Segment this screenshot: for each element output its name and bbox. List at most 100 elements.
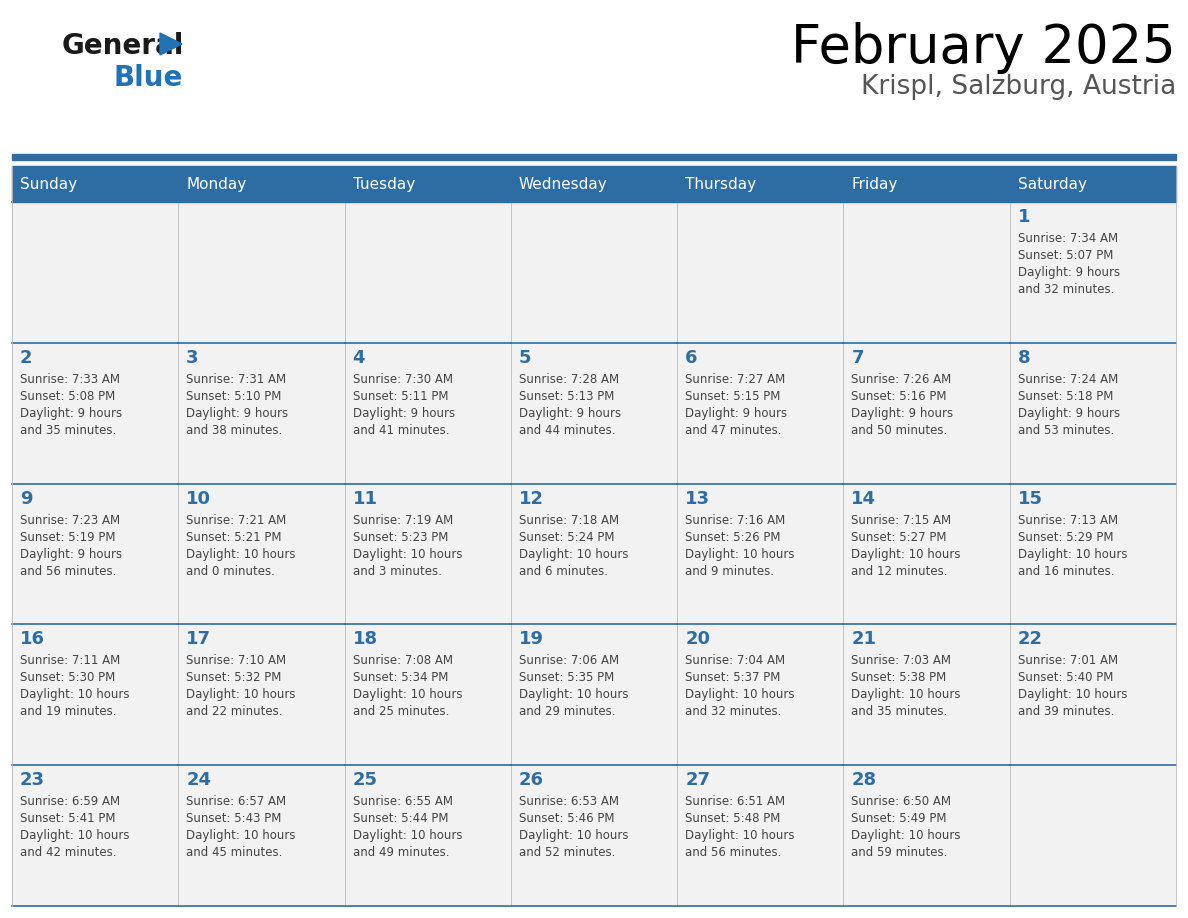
Bar: [843, 624, 1010, 766]
Text: Sunset: 5:13 PM: Sunset: 5:13 PM: [519, 390, 614, 403]
Text: and 12 minutes.: and 12 minutes.: [852, 565, 948, 577]
Bar: [843, 166, 1010, 202]
Bar: [12, 166, 178, 202]
Bar: [677, 484, 843, 624]
Text: and 47 minutes.: and 47 minutes.: [685, 424, 782, 437]
Text: Daylight: 10 hours: Daylight: 10 hours: [187, 829, 296, 842]
Text: 8: 8: [1018, 349, 1030, 367]
Text: Sunrise: 7:19 AM: Sunrise: 7:19 AM: [353, 513, 453, 527]
Text: Daylight: 10 hours: Daylight: 10 hours: [20, 829, 129, 842]
Bar: [511, 202, 677, 342]
Bar: [345, 484, 511, 624]
Text: Sunrise: 7:11 AM: Sunrise: 7:11 AM: [20, 655, 120, 667]
Text: Sunrise: 6:51 AM: Sunrise: 6:51 AM: [685, 795, 785, 808]
Text: 4: 4: [353, 349, 365, 367]
Text: Daylight: 9 hours: Daylight: 9 hours: [1018, 407, 1120, 420]
Text: Daylight: 10 hours: Daylight: 10 hours: [852, 548, 961, 561]
Polygon shape: [160, 33, 182, 55]
Text: Sunrise: 7:13 AM: Sunrise: 7:13 AM: [1018, 513, 1118, 527]
Text: Thursday: Thursday: [685, 176, 757, 192]
Text: and 45 minutes.: and 45 minutes.: [187, 846, 283, 859]
Text: Sunset: 5:21 PM: Sunset: 5:21 PM: [187, 531, 282, 543]
Text: and 42 minutes.: and 42 minutes.: [20, 846, 116, 859]
Bar: [677, 202, 843, 342]
Text: Sunrise: 7:24 AM: Sunrise: 7:24 AM: [1018, 373, 1118, 386]
Text: and 9 minutes.: and 9 minutes.: [685, 565, 775, 577]
Text: Sunrise: 7:03 AM: Sunrise: 7:03 AM: [852, 655, 952, 667]
Bar: [12, 154, 1176, 160]
Text: and 49 minutes.: and 49 minutes.: [353, 846, 449, 859]
Text: Daylight: 9 hours: Daylight: 9 hours: [20, 407, 122, 420]
Text: Daylight: 10 hours: Daylight: 10 hours: [519, 548, 628, 561]
Text: Daylight: 9 hours: Daylight: 9 hours: [852, 407, 954, 420]
Text: Sunset: 5:46 PM: Sunset: 5:46 PM: [519, 812, 614, 825]
Bar: [843, 484, 1010, 624]
Bar: [511, 624, 677, 766]
Text: and 52 minutes.: and 52 minutes.: [519, 846, 615, 859]
Bar: [843, 342, 1010, 484]
Text: and 25 minutes.: and 25 minutes.: [353, 705, 449, 719]
Text: Sunrise: 7:16 AM: Sunrise: 7:16 AM: [685, 513, 785, 527]
Text: 14: 14: [852, 489, 877, 508]
Text: Sunrise: 7:10 AM: Sunrise: 7:10 AM: [187, 655, 286, 667]
Text: Sunrise: 7:18 AM: Sunrise: 7:18 AM: [519, 513, 619, 527]
Text: 11: 11: [353, 489, 378, 508]
Text: Sunrise: 7:27 AM: Sunrise: 7:27 AM: [685, 373, 785, 386]
Text: Daylight: 10 hours: Daylight: 10 hours: [187, 548, 296, 561]
Bar: [1010, 624, 1176, 766]
Text: Sunset: 5:23 PM: Sunset: 5:23 PM: [353, 531, 448, 543]
Text: Sunrise: 7:28 AM: Sunrise: 7:28 AM: [519, 373, 619, 386]
Text: Sunset: 5:24 PM: Sunset: 5:24 PM: [519, 531, 614, 543]
Text: 10: 10: [187, 489, 211, 508]
Text: and 19 minutes.: and 19 minutes.: [20, 705, 116, 719]
Text: and 29 minutes.: and 29 minutes.: [519, 705, 615, 719]
Bar: [12, 766, 178, 906]
Text: 1: 1: [1018, 208, 1030, 226]
Text: Sunrise: 7:30 AM: Sunrise: 7:30 AM: [353, 373, 453, 386]
Text: Sunrise: 6:57 AM: Sunrise: 6:57 AM: [187, 795, 286, 808]
Text: and 6 minutes.: and 6 minutes.: [519, 565, 608, 577]
Text: 16: 16: [20, 631, 45, 648]
Bar: [178, 202, 345, 342]
Text: Daylight: 10 hours: Daylight: 10 hours: [1018, 688, 1127, 701]
Bar: [178, 166, 345, 202]
Text: Sunrise: 7:06 AM: Sunrise: 7:06 AM: [519, 655, 619, 667]
Text: Daylight: 10 hours: Daylight: 10 hours: [20, 688, 129, 701]
Text: Daylight: 10 hours: Daylight: 10 hours: [353, 829, 462, 842]
Text: and 35 minutes.: and 35 minutes.: [20, 424, 116, 437]
Text: and 32 minutes.: and 32 minutes.: [1018, 283, 1114, 296]
Text: Daylight: 10 hours: Daylight: 10 hours: [1018, 548, 1127, 561]
Text: Sunrise: 6:59 AM: Sunrise: 6:59 AM: [20, 795, 120, 808]
Text: Sunset: 5:29 PM: Sunset: 5:29 PM: [1018, 531, 1113, 543]
Text: Krispl, Salzburg, Austria: Krispl, Salzburg, Austria: [861, 74, 1176, 100]
Text: 6: 6: [685, 349, 697, 367]
Text: Sunrise: 7:23 AM: Sunrise: 7:23 AM: [20, 513, 120, 527]
Text: Sunset: 5:48 PM: Sunset: 5:48 PM: [685, 812, 781, 825]
Text: Daylight: 9 hours: Daylight: 9 hours: [1018, 266, 1120, 279]
Bar: [345, 202, 511, 342]
Bar: [12, 484, 178, 624]
Bar: [1010, 342, 1176, 484]
Text: Daylight: 9 hours: Daylight: 9 hours: [519, 407, 621, 420]
Text: and 39 minutes.: and 39 minutes.: [1018, 705, 1114, 719]
Text: Saturday: Saturday: [1018, 176, 1087, 192]
Text: Daylight: 10 hours: Daylight: 10 hours: [353, 548, 462, 561]
Text: 21: 21: [852, 631, 877, 648]
Text: Wednesday: Wednesday: [519, 176, 607, 192]
Text: Sunset: 5:34 PM: Sunset: 5:34 PM: [353, 671, 448, 685]
Text: Monday: Monday: [187, 176, 247, 192]
Text: Sunset: 5:15 PM: Sunset: 5:15 PM: [685, 390, 781, 403]
Text: Daylight: 9 hours: Daylight: 9 hours: [20, 548, 122, 561]
Bar: [12, 624, 178, 766]
Text: Sunset: 5:37 PM: Sunset: 5:37 PM: [685, 671, 781, 685]
Bar: [843, 202, 1010, 342]
Bar: [1010, 166, 1176, 202]
Text: Sunset: 5:11 PM: Sunset: 5:11 PM: [353, 390, 448, 403]
Text: Sunset: 5:19 PM: Sunset: 5:19 PM: [20, 531, 115, 543]
Bar: [843, 766, 1010, 906]
Text: Sunset: 5:07 PM: Sunset: 5:07 PM: [1018, 249, 1113, 262]
Text: Daylight: 10 hours: Daylight: 10 hours: [685, 829, 795, 842]
Text: Sunset: 5:35 PM: Sunset: 5:35 PM: [519, 671, 614, 685]
Text: Daylight: 10 hours: Daylight: 10 hours: [519, 829, 628, 842]
Text: Daylight: 10 hours: Daylight: 10 hours: [852, 829, 961, 842]
